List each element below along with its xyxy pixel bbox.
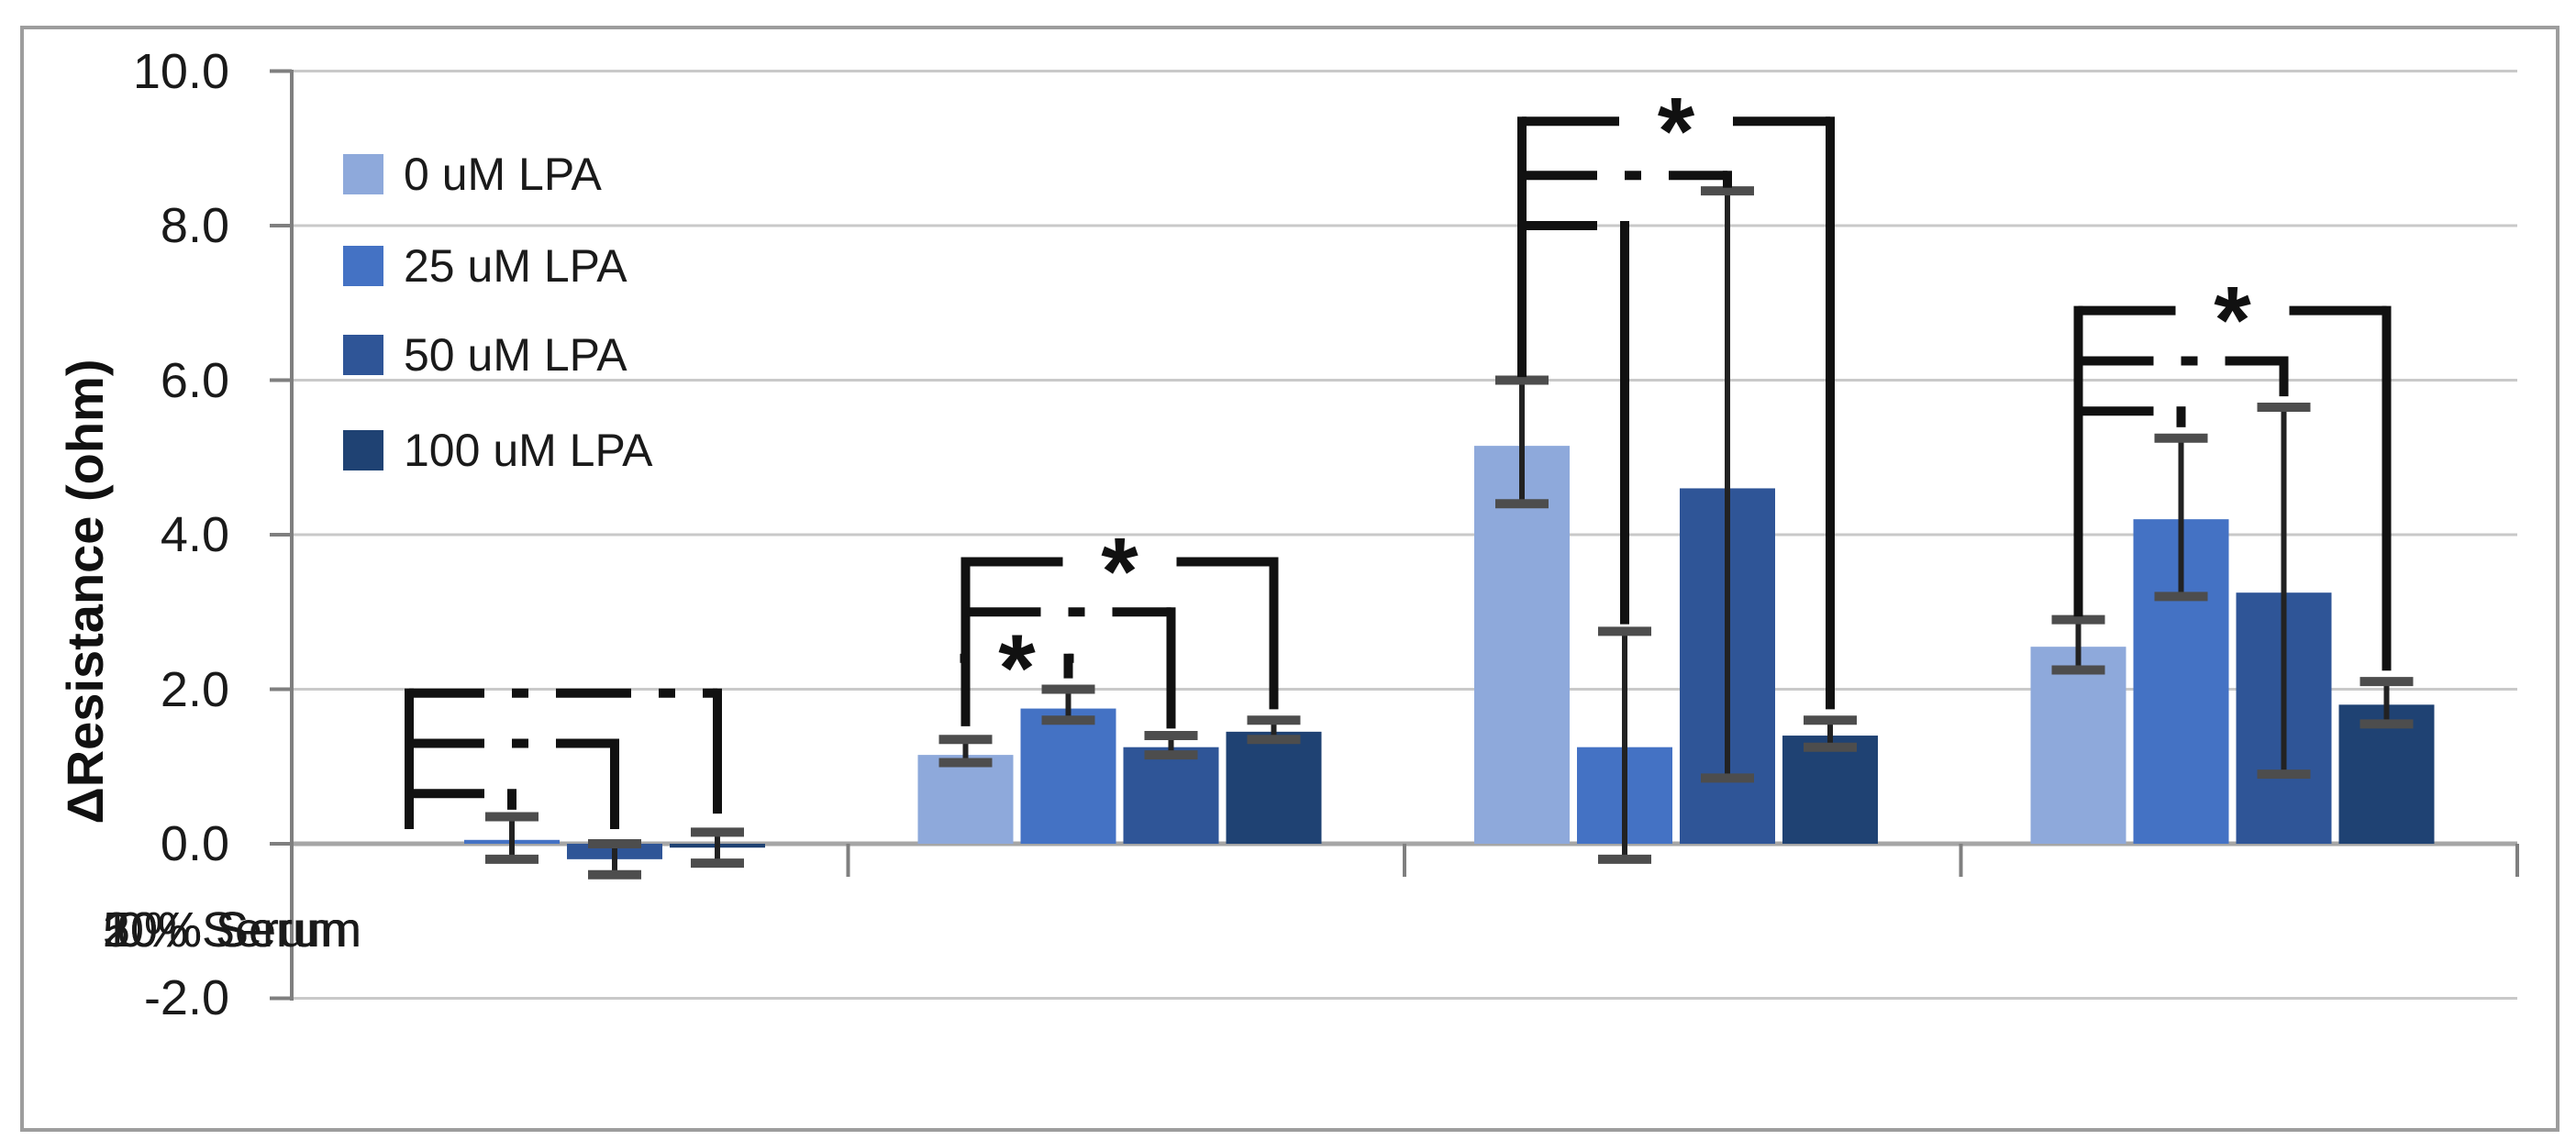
error-bar	[2359, 677, 2414, 729]
error-bar	[485, 812, 539, 864]
error-bar	[1041, 684, 1095, 725]
error-bar	[1804, 715, 1857, 752]
error-bar	[1495, 375, 1549, 509]
significance-star: *	[998, 615, 1036, 722]
significance-star: *	[2214, 268, 2251, 374]
bar-0-uM-LPA-10%-Serum	[917, 755, 1014, 844]
significance-star: *	[1658, 78, 1695, 184]
error-bar	[1247, 715, 1301, 745]
legend-swatch-100um	[343, 430, 383, 470]
significance-bracket: **	[960, 518, 1279, 729]
significance-bracket: *	[2073, 268, 2392, 671]
legend-item: 25 uM LPA	[343, 242, 627, 290]
legend-swatch-50um	[343, 335, 383, 375]
significance-bracket	[405, 688, 722, 829]
error-bar	[2154, 433, 2208, 602]
error-bar	[1144, 731, 1198, 760]
legend-item-label: 100 uM LPA	[404, 425, 653, 476]
error-bar	[1598, 626, 1651, 864]
y-tick-label: -2.0	[143, 970, 229, 1025]
y-tick-label: 6.0	[160, 353, 229, 408]
y-tick-label: 10.0	[132, 44, 229, 99]
error-bar	[2051, 614, 2105, 675]
legend-item: 100 uM LPA	[343, 426, 652, 474]
y-tick-label: 8.0	[160, 198, 229, 253]
category-label-0-serum: 0% Serum	[116, 902, 349, 957]
y-tick-label: 0.0	[160, 816, 229, 871]
bar-25-uM-LPA-10%-Serum	[1020, 708, 1116, 844]
error-bar	[938, 735, 993, 768]
error-bar	[2257, 402, 2311, 780]
category-label-20-serum: 20% Serum	[102, 902, 362, 957]
legend-swatch-25um	[343, 246, 383, 286]
legend-item: 0 uM LPA	[343, 150, 602, 198]
y-axis-title: ΔResistance (ohm)	[56, 359, 114, 825]
error-bar	[588, 839, 641, 880]
significance-bracket: *	[1517, 78, 1835, 710]
legend-swatch-0um	[343, 154, 383, 194]
error-bar	[1701, 186, 1754, 783]
bar-0-uM-LPA-50%-Serum	[2030, 647, 2126, 844]
legend-item-label: 0 uM LPA	[404, 149, 602, 200]
category-label-50-serum: 50% Serum	[102, 902, 362, 957]
bar-0-uM-LPA-20%-Serum	[1474, 446, 1570, 844]
legend-item-label: 50 uM LPA	[404, 329, 627, 381]
bar-100-uM-LPA-10%-Serum	[1226, 731, 1322, 844]
bar-100-uM-LPA-20%-Serum	[1782, 736, 1878, 844]
category-label-10-serum: 10% Serum	[102, 902, 362, 957]
y-tick-label: 4.0	[160, 507, 229, 562]
bar-50-uM-LPA-10%-Serum	[1123, 747, 1219, 844]
error-bar	[691, 827, 744, 869]
legend-item-label: 25 uM LPA	[404, 240, 627, 292]
significance-star: *	[1101, 518, 1138, 625]
y-tick-label: 2.0	[160, 662, 229, 717]
legend-item: 50 uM LPA	[343, 331, 627, 379]
